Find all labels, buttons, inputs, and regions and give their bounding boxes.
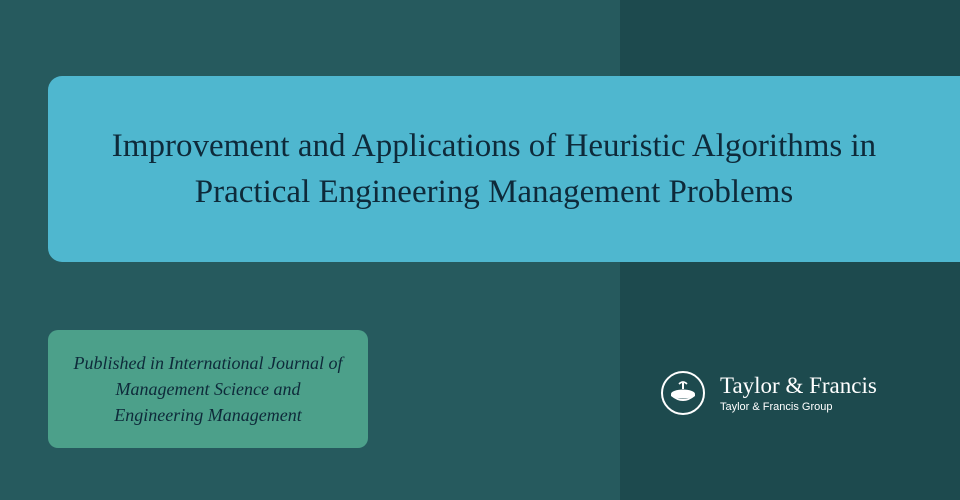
publication-panel: Published in International Journal of Ma… <box>48 330 368 448</box>
title-panel: Improvement and Applications of Heuristi… <box>48 76 960 262</box>
article-title: Improvement and Applications of Heuristi… <box>88 123 900 215</box>
publication-text: Published in International Journal of Ma… <box>72 350 344 428</box>
publisher-logo: Taylor & Francis Taylor & Francis Group <box>660 370 877 416</box>
publisher-text: Taylor & Francis Taylor & Francis Group <box>720 373 877 412</box>
publisher-subline: Taylor & Francis Group <box>720 401 877 413</box>
publisher-brand: Taylor & Francis <box>720 373 877 398</box>
lamp-circle-icon <box>660 370 706 416</box>
